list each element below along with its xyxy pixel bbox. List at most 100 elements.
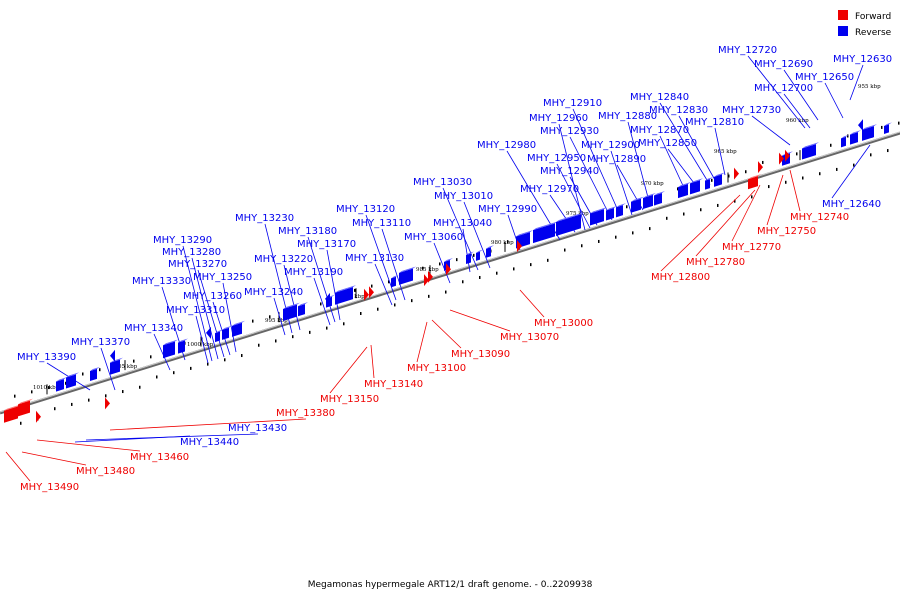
gene-label[interactable]: MHY_12950	[527, 153, 586, 164]
gene-label[interactable]: MHY_13100	[407, 363, 466, 374]
reverse-gene[interactable]	[163, 341, 175, 359]
forward-gene[interactable]	[369, 286, 374, 299]
reverse-gene[interactable]	[690, 180, 700, 195]
gene-label[interactable]: MHY_13070	[500, 332, 559, 343]
reverse-gene[interactable]	[486, 247, 491, 258]
reverse-gene[interactable]	[283, 304, 297, 321]
gene-label[interactable]: MHY_12850	[638, 138, 697, 149]
gene-label[interactable]: MHY_13260	[183, 291, 242, 302]
gene-label[interactable]: MHY_13220	[254, 254, 313, 265]
gene-label[interactable]: MHY_12900	[581, 140, 640, 151]
gene-label[interactable]: MHY_12770	[722, 242, 781, 253]
forward-gene[interactable]	[734, 167, 739, 180]
gene-label[interactable]: MHY_12890	[587, 154, 646, 165]
gene-label[interactable]: MHY_12800	[651, 272, 710, 283]
reverse-gene[interactable]	[90, 368, 97, 382]
gene-label[interactable]: MHY_13130	[345, 253, 404, 264]
reverse-gene[interactable]	[178, 340, 185, 354]
gene-label[interactable]: MHY_12780	[686, 257, 745, 268]
gene-label[interactable]: MHY_12870	[630, 125, 689, 136]
gene-label[interactable]: MHY_12650	[795, 72, 854, 83]
forward-gene[interactable]	[758, 161, 763, 174]
gene-label[interactable]: MHY_13090	[451, 349, 510, 360]
forward-gene[interactable]	[105, 397, 110, 410]
gene-label[interactable]: MHY_12910	[543, 98, 602, 109]
reverse-gene[interactable]	[654, 193, 662, 206]
gene-label[interactable]: MHY_12740	[790, 212, 849, 223]
reverse-gene[interactable]	[616, 205, 623, 218]
gene-label[interactable]: MHY_12880	[598, 111, 657, 122]
gene-label[interactable]: MHY_12840	[630, 92, 689, 103]
gene-label[interactable]: MHY_13140	[364, 379, 423, 390]
gene-label[interactable]: MHY_13250	[193, 272, 252, 283]
gene-label[interactable]: MHY_13060	[404, 232, 463, 243]
reverse-gene[interactable]	[802, 144, 816, 160]
gene-label[interactable]: MHY_13440	[180, 437, 239, 448]
gene-label[interactable]: MHY_12810	[685, 117, 744, 128]
reverse-gene[interactable]	[325, 292, 330, 305]
gene-label[interactable]: MHY_13150	[320, 394, 379, 405]
gene-label[interactable]: MHY_13290	[153, 235, 212, 246]
gene-label[interactable]: MHY_13030	[413, 177, 472, 188]
gene-label[interactable]: MHY_13120	[336, 204, 395, 215]
gene-label[interactable]: MHY_13270	[168, 259, 227, 270]
gene-label[interactable]: MHY_13460	[130, 452, 189, 463]
reverse-gene[interactable]	[850, 132, 858, 145]
reverse-gene[interactable]	[399, 268, 413, 285]
reverse-gene[interactable]	[533, 223, 555, 244]
reverse-gene[interactable]	[206, 326, 211, 339]
reverse-gene[interactable]	[232, 322, 242, 337]
gene-label[interactable]: MHY_13480	[76, 466, 135, 477]
gene-label[interactable]: MHY_12980	[477, 140, 536, 151]
forward-gene[interactable]	[748, 176, 758, 190]
gene-label[interactable]: MHY_13430	[228, 423, 287, 434]
reverse-gene[interactable]	[391, 276, 396, 288]
reverse-gene[interactable]	[215, 331, 220, 343]
gene-label[interactable]: MHY_13240	[244, 287, 303, 298]
gene-label[interactable]: MHY_13380	[276, 408, 335, 419]
gene-label[interactable]: MHY_12940	[540, 166, 599, 177]
gene-label[interactable]: MHY_12750	[757, 226, 816, 237]
gene-label[interactable]: MHY_13040	[433, 218, 492, 229]
reverse-gene[interactable]	[110, 349, 115, 362]
reverse-gene[interactable]	[298, 304, 305, 317]
forward-gene[interactable]	[428, 270, 433, 283]
forward-gene[interactable]	[446, 263, 451, 276]
reverse-gene[interactable]	[222, 327, 229, 340]
forward-gene[interactable]	[517, 240, 522, 253]
gene-label[interactable]: MHY_13000	[534, 318, 593, 329]
gene-label[interactable]: MHY_13370	[71, 337, 130, 348]
reverse-gene[interactable]	[66, 374, 76, 389]
gene-label[interactable]: MHY_12830	[649, 105, 708, 116]
gene-label[interactable]: MHY_12690	[754, 59, 813, 70]
reverse-gene[interactable]	[841, 136, 846, 148]
gene-label[interactable]: MHY_13490	[20, 482, 79, 493]
reverse-gene[interactable]	[466, 253, 471, 265]
gene-label[interactable]: MHY_13180	[278, 226, 337, 237]
reverse-gene[interactable]	[705, 179, 710, 190]
gene-label[interactable]: MHY_12700	[754, 83, 813, 94]
reverse-gene[interactable]	[643, 194, 653, 209]
reverse-gene[interactable]	[858, 119, 863, 132]
reverse-gene[interactable]	[476, 251, 480, 261]
reverse-gene[interactable]	[590, 209, 604, 226]
reverse-gene[interactable]	[110, 359, 120, 375]
gene-label[interactable]: MHY_13340	[124, 323, 183, 334]
gene-label[interactable]: MHY_12640	[822, 199, 881, 210]
reverse-gene[interactable]	[56, 379, 64, 392]
gene-label[interactable]: MHY_12930	[540, 126, 599, 137]
gene-label[interactable]: MHY_13230	[235, 213, 294, 224]
reverse-gene[interactable]	[606, 207, 614, 221]
forward-gene[interactable]	[364, 288, 369, 301]
gene-label[interactable]: MHY_12720	[718, 45, 777, 56]
gene-label[interactable]: MHY_12630	[833, 54, 892, 65]
gene-label[interactable]: MHY_13390	[17, 352, 76, 363]
forward-gene[interactable]	[18, 400, 30, 417]
reverse-gene[interactable]	[678, 183, 688, 199]
reverse-gene[interactable]	[714, 174, 722, 187]
reverse-gene[interactable]	[884, 124, 889, 134]
gene-label[interactable]: MHY_13310	[166, 305, 225, 316]
reverse-gene[interactable]	[335, 287, 353, 305]
gene-label[interactable]: MHY_13170	[297, 239, 356, 250]
reverse-gene[interactable]	[862, 126, 874, 141]
